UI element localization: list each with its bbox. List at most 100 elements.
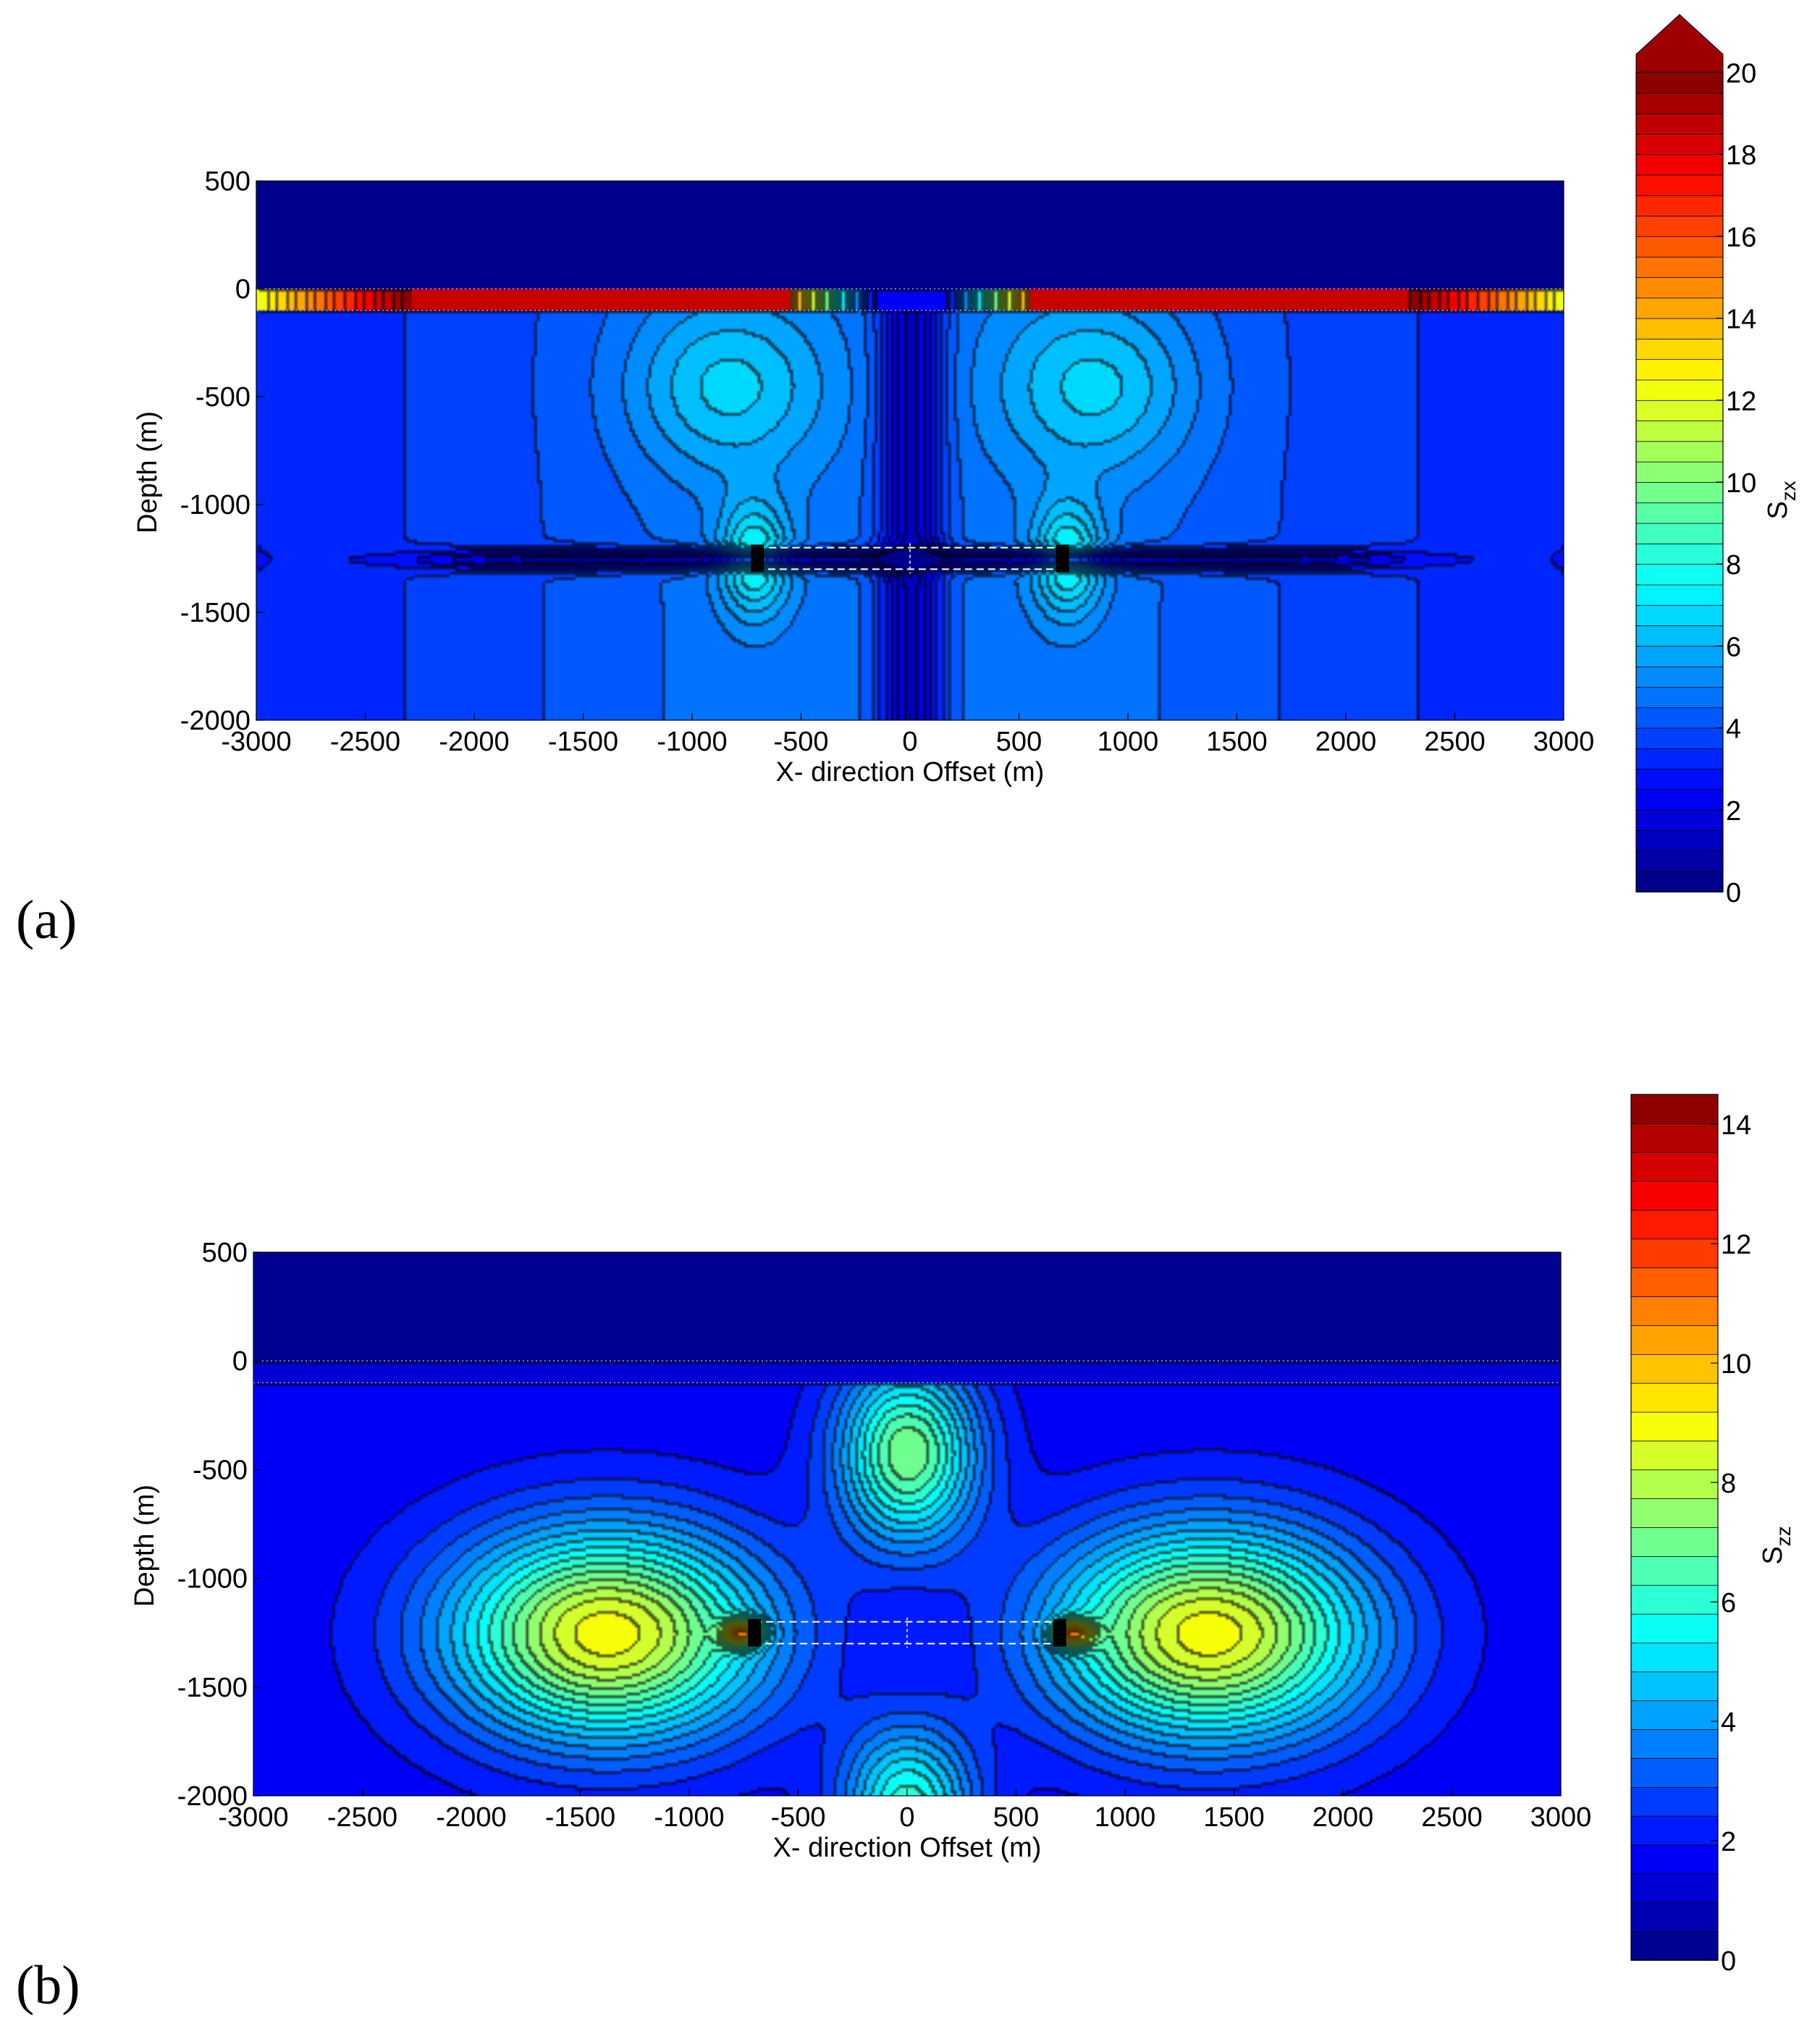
reservoir-edge-left xyxy=(751,544,764,573)
colorbar: 0 2 4 6 8 10 12 14 16 18 20 Szx xyxy=(1635,14,1800,908)
colorbar-band xyxy=(1635,809,1724,832)
colorbar-band xyxy=(1635,768,1724,790)
x-tick-label: 2000 xyxy=(1315,727,1377,757)
colorbar-tick-label: 18 xyxy=(1726,140,1756,171)
x-tick-label: 3000 xyxy=(1530,1802,1592,1833)
colorbar-band xyxy=(1630,1844,1719,1875)
colorbar-label-sub: zz xyxy=(1772,1526,1795,1546)
x-tick-label: 2500 xyxy=(1424,727,1486,757)
colorbar-tick-label: 16 xyxy=(1726,222,1756,253)
y-tick-label: 0 xyxy=(232,1346,248,1377)
colorbar-label: Szz xyxy=(1758,1526,1795,1564)
x-tick-label: -3000 xyxy=(218,1802,288,1833)
x-tick-label: 1500 xyxy=(1203,1802,1265,1833)
x-tick-label: 500 xyxy=(993,1802,1039,1833)
colorbar-band xyxy=(1630,1238,1719,1269)
x-tick-label: -1500 xyxy=(548,727,618,757)
colorbar-band xyxy=(1630,1382,1719,1413)
colorbar-band xyxy=(1635,297,1724,319)
reservoir-edge-right xyxy=(1053,1618,1066,1647)
x-axis-label: X- direction Offset (m) xyxy=(776,757,1045,788)
colorbar-band xyxy=(1630,1325,1719,1355)
colorbar-band xyxy=(1635,625,1724,647)
colorbar-band xyxy=(1630,1873,1719,1904)
x-tick-label: -2000 xyxy=(439,727,509,757)
x-tick-label: -2500 xyxy=(327,1802,397,1833)
colorbar-band xyxy=(1630,1671,1719,1702)
colorbar-band xyxy=(1635,276,1724,299)
colorbar-band xyxy=(1635,92,1724,114)
y-tick-label: -2000 xyxy=(177,1781,248,1812)
colorbar-tick-label: 8 xyxy=(1721,1469,1736,1499)
colorbar-label-main: S xyxy=(1763,501,1793,519)
y-axis-label: Depth (m) xyxy=(130,1485,160,1607)
colorbar-tick-label: 2 xyxy=(1721,1827,1736,1857)
colorbar-band xyxy=(1630,1642,1719,1673)
colorbar-band xyxy=(1635,850,1724,872)
colorbar-band xyxy=(1635,195,1724,216)
y-axis-label: Depth (m) xyxy=(132,411,163,533)
colorbar-band xyxy=(1630,1584,1719,1615)
colorbar-tick-label: 2 xyxy=(1726,796,1741,827)
colorbar-band xyxy=(1635,441,1724,463)
colorbar-tick-label: 14 xyxy=(1726,305,1756,335)
colorbar-tick-label: 12 xyxy=(1726,387,1756,417)
x-tick-label: 1500 xyxy=(1206,727,1268,757)
colorbar-band xyxy=(1630,1527,1719,1557)
contour-field xyxy=(253,1252,1561,1796)
y-tick-label: 500 xyxy=(205,166,250,197)
colorbar-band xyxy=(1635,789,1724,811)
colorbar-band xyxy=(1630,1613,1719,1644)
colorbar-tick-label: 10 xyxy=(1726,468,1756,499)
colorbar-band xyxy=(1635,235,1724,258)
colorbar-tick-label: 0 xyxy=(1721,1946,1736,1977)
colorbar-band xyxy=(1630,1728,1719,1759)
colorbar-frame xyxy=(1630,1094,1719,1961)
colorbar-band xyxy=(1635,215,1724,237)
x-tick-label: 2500 xyxy=(1421,1802,1483,1833)
colorbar-tick-label: 6 xyxy=(1721,1588,1736,1618)
reservoir-edge-right xyxy=(1056,544,1069,573)
colorbar-tick-label: 8 xyxy=(1726,550,1741,581)
colorbar-band xyxy=(1635,829,1724,852)
colorbar-tick-label: 6 xyxy=(1726,632,1741,662)
x-tick-label: -3000 xyxy=(221,727,291,757)
x-tick-label: -500 xyxy=(773,727,828,757)
colorbar-band xyxy=(1635,461,1724,483)
x-tick-label: -500 xyxy=(770,1802,825,1833)
colorbar-tick-label: 4 xyxy=(1726,714,1741,745)
colorbar-band xyxy=(1630,1209,1719,1240)
colorbar-band xyxy=(1630,1700,1719,1730)
colorbar-band xyxy=(1635,358,1724,381)
y-tick-label: -1000 xyxy=(177,1564,248,1595)
colorbar-tick-label: 12 xyxy=(1721,1230,1751,1260)
colorbar-tick-label: 0 xyxy=(1726,878,1741,908)
colorbar-band xyxy=(1630,1181,1719,1211)
colorbar-band xyxy=(1630,1440,1719,1471)
colorbar-tick-label: 10 xyxy=(1721,1349,1751,1380)
colorbar-band xyxy=(1635,153,1724,176)
x-tick-label: 1000 xyxy=(1095,1802,1156,1833)
colorbar-band xyxy=(1635,666,1724,688)
colorbar-band xyxy=(1635,481,1724,504)
x-tick-label: -2000 xyxy=(436,1802,506,1833)
chart-panel-a: -3000 -2500 -2000 -1500 -1000 -500 0 500 1000 150… xyxy=(16,14,1800,950)
x-tick-label: -1500 xyxy=(545,1802,615,1833)
colorbar-band xyxy=(1635,727,1724,749)
colorbar-band xyxy=(1635,563,1724,586)
colorbar-band xyxy=(1630,1757,1719,1788)
colorbar-band xyxy=(1635,871,1724,892)
colorbar-band xyxy=(1635,400,1724,421)
colorbar-band xyxy=(1635,748,1724,770)
colorbar-band xyxy=(1630,1786,1719,1817)
y-tick-label: -2000 xyxy=(180,706,250,736)
colorbar: 0 2 4 6 8 10 12 14 Szz xyxy=(1630,1094,1795,1977)
colorbar-band xyxy=(1635,604,1724,626)
x-tick-label: -2500 xyxy=(330,727,400,757)
colorbar-band xyxy=(1630,1815,1719,1846)
colorbar-tick-label: 14 xyxy=(1721,1110,1751,1141)
x-axis-label: X- direction Offset (m) xyxy=(773,1833,1042,1863)
y-tick-label: 500 xyxy=(202,1238,248,1268)
x-tick-label: 500 xyxy=(996,727,1042,757)
